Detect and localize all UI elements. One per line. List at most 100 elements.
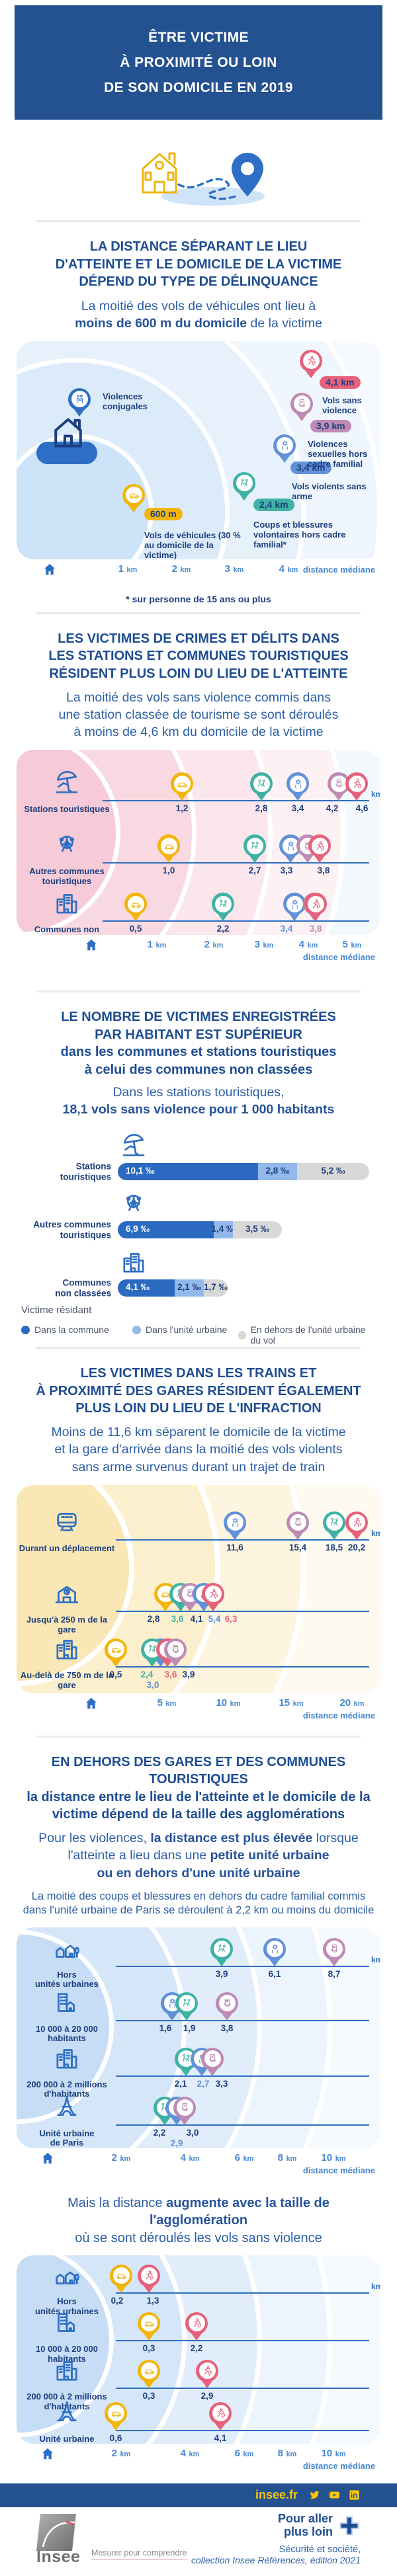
median-value: 3,8 bbox=[220, 2023, 234, 2033]
distance-line bbox=[116, 2124, 369, 2126]
axis-tick: 4 km bbox=[279, 563, 298, 575]
median-value: 3,9 bbox=[215, 1968, 228, 1979]
section-subtitle: Dans les stations touristiques, 18,1 vol… bbox=[62, 1084, 335, 1117]
divider bbox=[36, 1735, 361, 1738]
median-value: 18,5 bbox=[325, 1542, 343, 1552]
bar-row-label: Communes non classées bbox=[55, 1277, 111, 1299]
axis-tick: 10 km bbox=[321, 2152, 346, 2163]
map-pin-kick bbox=[323, 1511, 345, 1540]
home-icon bbox=[42, 562, 57, 577]
eiffel-icon bbox=[54, 2399, 80, 2426]
axis-tick: 1 km bbox=[147, 939, 167, 951]
median-badge: 3,9 km bbox=[310, 419, 351, 432]
median-value: 2,1 bbox=[174, 2078, 187, 2089]
median-value: 3,3 bbox=[215, 2078, 228, 2089]
map-pin-kick bbox=[212, 893, 234, 922]
axis-tick: 3 km bbox=[224, 563, 244, 575]
map-pin-fist bbox=[273, 434, 296, 463]
axis-note: distance médiane bbox=[302, 952, 375, 963]
median-value: 1,9 bbox=[183, 2023, 196, 2033]
distance-line bbox=[116, 2019, 369, 2021]
median-value: 1,3 bbox=[146, 2295, 159, 2306]
distance-line bbox=[116, 2387, 369, 2389]
median-value: 3,0 bbox=[146, 1679, 159, 1690]
home-icon bbox=[40, 2446, 55, 2461]
chart-violences-agglomeration: km Hors unités urbaines 3,9 6,1 8,7 10 000 à … bbox=[0, 1927, 397, 2180]
median-value: 3,3 bbox=[280, 865, 293, 876]
linkedin-icon[interactable] bbox=[349, 2489, 360, 2501]
axis-tick: 6 km bbox=[234, 2152, 254, 2163]
smalltown-icon bbox=[54, 2310, 80, 2336]
median-value: 5,4 bbox=[208, 1613, 221, 1624]
median-value: 3,8 bbox=[309, 924, 322, 934]
bar-segment bbox=[297, 1163, 369, 1181]
bar-segment bbox=[118, 1279, 175, 1297]
median-value: 1,6 bbox=[159, 2023, 172, 2033]
row-label: Hors unités urbaines bbox=[34, 1969, 99, 1990]
footer-credits: Insee Mesurer pour comprendre Pour aller… bbox=[0, 2507, 397, 2576]
map-pin-pick bbox=[164, 1638, 187, 1667]
crime-label: Vols sans violence bbox=[322, 395, 362, 416]
divider bbox=[36, 1347, 361, 1349]
section-intro: Mais la distance augmente avec la taille… bbox=[67, 2195, 330, 2246]
map-pin-kick bbox=[210, 1937, 233, 1966]
youtube-icon[interactable] bbox=[329, 2489, 340, 2501]
city-icon bbox=[54, 2045, 80, 2072]
median-value: 0,3 bbox=[142, 2390, 155, 2401]
legend-title: Victime résidant bbox=[21, 1305, 92, 1316]
row-label: 10 000 à 20 000 habitants bbox=[36, 2343, 98, 2364]
row-label: Unité urbaine de Paris bbox=[39, 2128, 95, 2148]
median-value: 2,2 bbox=[153, 2127, 166, 2138]
row-label: 10 000 à 20 000 habitants bbox=[36, 2023, 98, 2044]
chart-axis: 1 km 2 km 3 km 4 km 5 km distance médiane bbox=[17, 935, 380, 967]
axis-tick: 2 km bbox=[171, 563, 191, 575]
twitter-icon[interactable] bbox=[309, 2489, 320, 2501]
map-pin-pick bbox=[328, 772, 350, 801]
axis-tick: 3 km bbox=[254, 939, 274, 951]
chart-axis: 1 km 2 km 3 km 4 km distance médiane bbox=[17, 559, 380, 591]
median-value: 6,3 bbox=[224, 1613, 238, 1624]
median-value: 0,3 bbox=[142, 2343, 155, 2353]
map-pin-car bbox=[105, 1638, 127, 1667]
ferris-icon bbox=[54, 832, 80, 858]
distance-line bbox=[116, 2075, 369, 2077]
crime-label: Violences sexuelles hors cadre familial bbox=[308, 438, 368, 469]
home-icon bbox=[84, 938, 99, 952]
map-pin-thief bbox=[308, 834, 331, 864]
median-value: 3,6 bbox=[171, 1613, 184, 1624]
legend-item: Dans la commune bbox=[21, 1324, 109, 1335]
chart-thefts-agglomeration: km Hors unités urbaines 0,2 1,3 10 000 à 20 … bbox=[0, 2255, 397, 2475]
median-value: 6,1 bbox=[268, 1968, 281, 1979]
axis-tick: 2 km bbox=[204, 939, 224, 951]
median-value: 3,9 bbox=[302, 934, 339, 935]
row-label: Communes non classées bbox=[34, 924, 100, 935]
axis-tick: 10 km bbox=[216, 1697, 241, 1709]
insee-website-link[interactable]: insee.fr bbox=[255, 2488, 298, 2502]
home-icon bbox=[40, 2151, 55, 2165]
home-to-pin-illustration bbox=[142, 152, 265, 206]
median-value: 15,4 bbox=[288, 1542, 307, 1552]
map-pin-kick bbox=[233, 471, 255, 501]
bar-value: 10,1 ‰ bbox=[126, 1166, 155, 1176]
section-distance-by-crime: LA DISTANCE SÉPARANT LE LIEU D'ATTEINTE E… bbox=[0, 238, 397, 604]
row-label: Autres communes touristiques bbox=[29, 866, 105, 887]
row-label: Jusqu'à 250 m de la gare bbox=[26, 1614, 108, 1634]
station-icon bbox=[54, 1580, 80, 1607]
axis-tick: 6 km bbox=[234, 2447, 254, 2459]
reference-title: Sécurité et société, bbox=[279, 2544, 361, 2555]
map-pin-fist bbox=[263, 1937, 286, 1966]
chart-trains-stations: km Durant un déplacement 11,6 15,4 18,5 20,2 J… bbox=[0, 1484, 397, 1725]
axis-note: distance médiane bbox=[302, 2165, 375, 2175]
insee-logo[interactable]: Insee bbox=[36, 2513, 83, 2567]
bar-value: 1,4 ‰ bbox=[211, 1224, 236, 1234]
chart-touristic-communes: km Stations touristiques 1,2 2,8 3,4 4,2 4,6 Au… bbox=[0, 750, 397, 967]
bar-segment bbox=[258, 1163, 297, 1181]
median-value: 1,0 bbox=[162, 865, 175, 876]
home-outline-icon bbox=[47, 411, 89, 451]
divider bbox=[36, 990, 361, 993]
legend-item: Dans l'unité urbaine bbox=[132, 1324, 227, 1335]
axis-tick: 4 km bbox=[298, 939, 318, 951]
header: ÊTRE VICTIME À PROXIMITÉ OU LOIN DE SON DO… bbox=[15, 5, 382, 120]
train-icon bbox=[54, 1509, 80, 1535]
chart-area: Violences conjugales 600 m Vols de véhicul… bbox=[17, 341, 380, 559]
